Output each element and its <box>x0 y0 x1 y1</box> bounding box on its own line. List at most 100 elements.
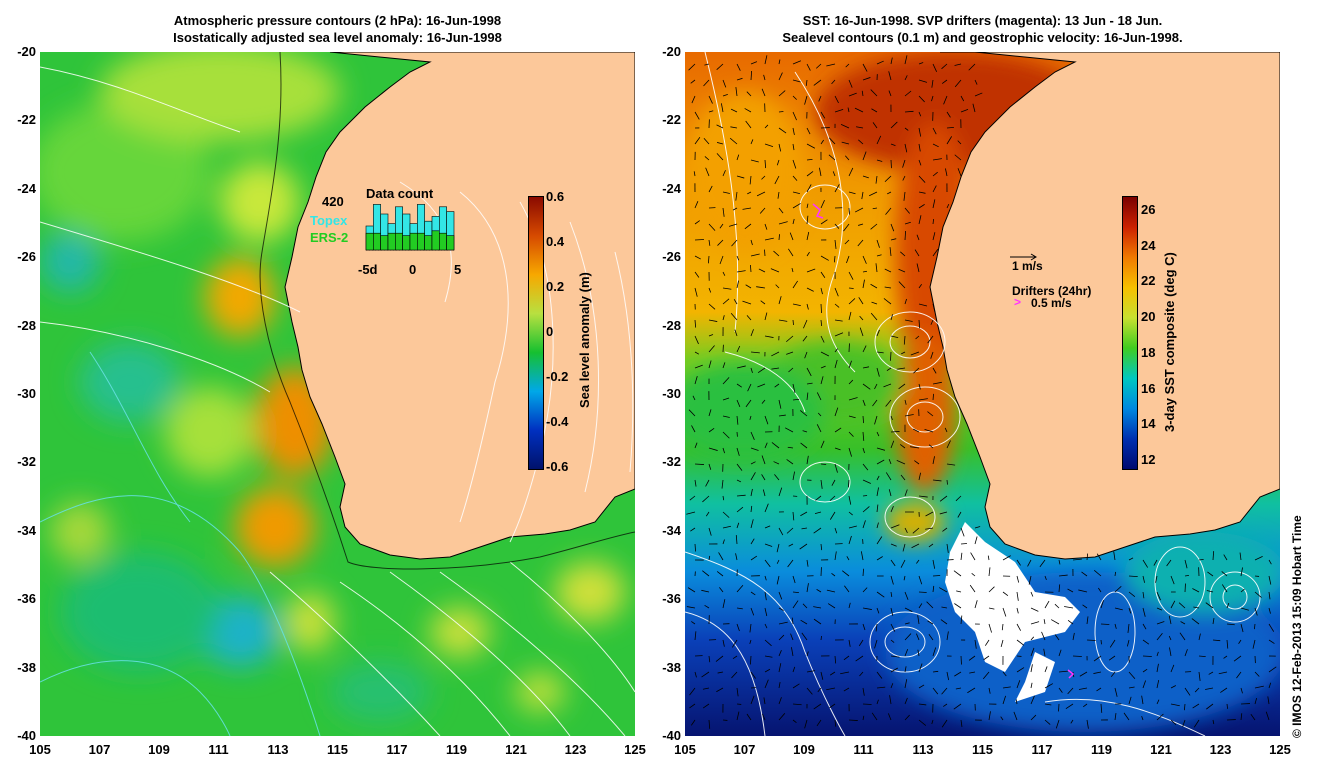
velocity-arrow <box>806 268 816 273</box>
velocity-arrow <box>736 584 744 593</box>
velocity-arrow <box>705 511 710 517</box>
right-ytick-label: -26 <box>662 249 681 265</box>
velocity-arrow <box>778 207 784 214</box>
inset-bars-svg <box>365 204 455 251</box>
velocity-arrow <box>1205 687 1214 690</box>
velocity-arrow <box>1205 602 1214 609</box>
velocity-arrow <box>1265 711 1270 721</box>
right-ytick-label: -34 <box>662 522 681 538</box>
velocity-arrow <box>708 287 712 293</box>
velocity-arrow <box>856 126 864 129</box>
velocity-arrow <box>792 191 801 195</box>
velocity-arrow <box>904 648 909 657</box>
velocity-arrow <box>946 543 949 553</box>
velocity-arrow <box>786 527 794 534</box>
velocity-arrow <box>840 123 850 129</box>
velocity-arrow <box>694 136 701 145</box>
velocity-arrow <box>862 175 869 179</box>
velocity-arrow <box>827 603 836 609</box>
velocity-arrow <box>845 63 850 68</box>
velocity-arrow <box>876 671 883 679</box>
velocity-arrow <box>957 511 962 518</box>
velocity-arrow <box>702 703 710 709</box>
velocity-arrow <box>764 503 769 513</box>
velocity-arrow <box>736 154 740 161</box>
velocity-arrow <box>750 70 753 81</box>
velocity-arrow <box>848 415 856 419</box>
velocity-arrow <box>1000 716 1004 721</box>
velocity-arrow <box>1128 686 1135 689</box>
inset-bar-ers2 <box>409 232 418 251</box>
velocity-arrow <box>939 495 948 502</box>
velocity-arrow <box>750 519 754 529</box>
velocity-arrow <box>694 287 698 297</box>
velocity-arrow <box>826 589 836 593</box>
velocity-arrow <box>792 398 800 401</box>
velocity-arrow <box>736 479 742 483</box>
velocity-arrow <box>776 575 780 585</box>
velocity-arrow <box>946 203 950 209</box>
velocity-arrow <box>1170 703 1180 707</box>
velocity-arrow <box>708 447 718 451</box>
velocity-arrow <box>1254 697 1258 705</box>
velocity-arrow <box>932 232 936 241</box>
velocity-arrow <box>817 687 822 693</box>
velocity-arrow <box>791 267 794 273</box>
velocity-arrow <box>749 623 752 633</box>
velocity-arrow <box>1002 555 1011 561</box>
velocity-arrow <box>939 587 948 593</box>
velocity-arrow <box>941 79 948 84</box>
velocity-arrow <box>904 127 909 131</box>
velocity-arrow <box>694 543 696 552</box>
velocity-arrow <box>1002 686 1011 689</box>
inset-xtick-m5d: -5d <box>358 262 378 277</box>
velocity-arrow <box>918 603 923 609</box>
velocity-arrow <box>1128 557 1134 561</box>
velocity-arrow <box>1191 618 1200 625</box>
velocity-arrow <box>876 447 886 451</box>
velocity-arrow <box>918 575 923 585</box>
velocity-arrow <box>820 287 823 295</box>
velocity-arrow <box>1013 711 1018 721</box>
velocity-arrow <box>916 234 920 241</box>
velocity-arrow <box>719 223 724 229</box>
velocity-arrow <box>702 687 710 690</box>
velocity-arrow <box>1100 639 1102 645</box>
left-map <box>40 52 635 736</box>
velocity-arrow <box>788 248 794 257</box>
velocity-arrow <box>1114 571 1116 577</box>
velocity-arrow <box>904 633 912 641</box>
velocity-arrow <box>848 525 857 529</box>
velocity-arrow <box>814 511 822 514</box>
velocity-arrow <box>918 143 921 152</box>
velocity-arrow <box>932 575 941 577</box>
left-title: Atmospheric pressure contours (2 hPa): 1… <box>40 12 635 46</box>
velocity-arrow <box>1000 639 1004 647</box>
velocity-arrow <box>834 223 840 229</box>
velocity-arrow <box>870 223 878 230</box>
velocity-arrow <box>862 255 867 264</box>
velocity-arrow <box>1030 621 1040 625</box>
velocity-arrow <box>967 687 976 694</box>
velocity-arrow <box>953 570 962 577</box>
velocity-arrow <box>735 191 738 201</box>
velocity-arrow <box>694 364 703 369</box>
velocity-arrow <box>773 461 780 465</box>
velocity-arrow <box>1002 671 1007 677</box>
velocity-arrow <box>764 639 772 647</box>
velocity-arrow <box>1254 607 1258 616</box>
velocity-arrow <box>834 427 842 433</box>
velocity-arrow <box>829 495 836 501</box>
inset-bar-ers2 <box>431 230 440 251</box>
velocity-arrow <box>972 103 976 113</box>
velocity-arrow <box>932 393 934 401</box>
velocity-arrow <box>862 151 867 161</box>
velocity-arrow <box>904 75 908 81</box>
velocity-arrow <box>1221 571 1228 577</box>
velocity-arrow <box>764 237 774 241</box>
velocity-arrow <box>1072 632 1075 641</box>
velocity-arrow <box>1226 703 1228 709</box>
velocity-arrow <box>735 535 738 545</box>
velocity-arrow <box>1156 621 1165 625</box>
velocity-arrow <box>1055 719 1060 729</box>
